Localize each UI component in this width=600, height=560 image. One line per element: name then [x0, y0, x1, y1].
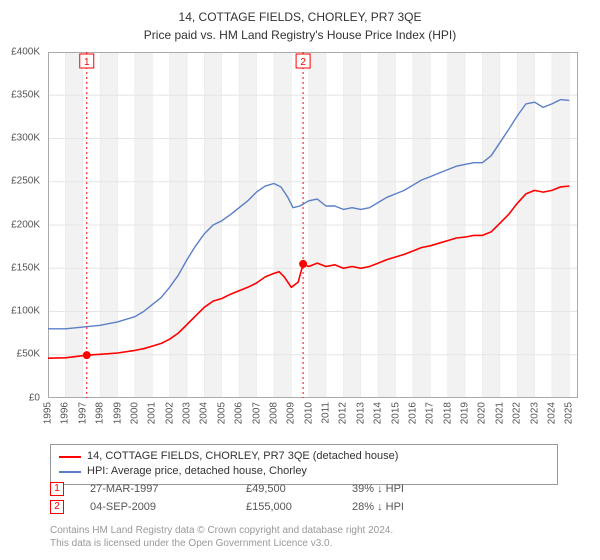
page-subtitle: Price paid vs. HM Land Registry's House …: [0, 26, 600, 48]
transaction-marker-2: 2: [50, 500, 64, 514]
legend-swatch: [59, 471, 81, 473]
transaction-row: 2 04-SEP-2009 £155,000 28% ↓ HPI: [50, 500, 558, 514]
footer-text: Contains HM Land Registry data © Crown c…: [50, 524, 393, 550]
y-axis-labels: £0£50K£100K£150K£200K£250K£300K£350K£400…: [0, 48, 44, 398]
legend-label: 14, COTTAGE FIELDS, CHORLEY, PR7 3QE (de…: [87, 449, 398, 464]
legend-box: 14, COTTAGE FIELDS, CHORLEY, PR7 3QE (de…: [50, 444, 558, 485]
svg-text:1: 1: [84, 57, 90, 68]
transaction-diff: 39% ↓ HPI: [352, 483, 442, 495]
transaction-diff: 28% ↓ HPI: [352, 501, 442, 513]
legend-item-hpi: HPI: Average price, detached house, Chor…: [59, 464, 549, 479]
footer-line-2: This data is licensed under the Open Gov…: [50, 537, 393, 550]
footer-line-1: Contains HM Land Registry data © Crown c…: [50, 524, 393, 537]
transaction-row: 1 27-MAR-1997 £49,500 39% ↓ HPI: [50, 482, 558, 496]
x-axis-labels: 1995199619971998199920002001200220032004…: [48, 400, 578, 448]
legend-item-property: 14, COTTAGE FIELDS, CHORLEY, PR7 3QE (de…: [59, 449, 549, 464]
transaction-date: 27-MAR-1997: [90, 483, 220, 495]
legend-swatch: [59, 456, 81, 458]
legend-label: HPI: Average price, detached house, Chor…: [87, 464, 307, 479]
chart-svg: 12: [48, 52, 578, 398]
chart-plot: 12: [48, 52, 578, 398]
chart-container: £0£50K£100K£150K£200K£250K£300K£350K£400…: [0, 48, 600, 448]
transaction-price: £155,000: [246, 501, 326, 513]
transaction-marker-1: 1: [50, 482, 64, 496]
transaction-price: £49,500: [246, 483, 326, 495]
page-title: 14, COTTAGE FIELDS, CHORLEY, PR7 3QE: [0, 0, 600, 26]
transaction-date: 04-SEP-2009: [90, 501, 220, 513]
transactions-table: 1 27-MAR-1997 £49,500 39% ↓ HPI 2 04-SEP…: [50, 482, 558, 518]
svg-text:2: 2: [300, 57, 306, 68]
